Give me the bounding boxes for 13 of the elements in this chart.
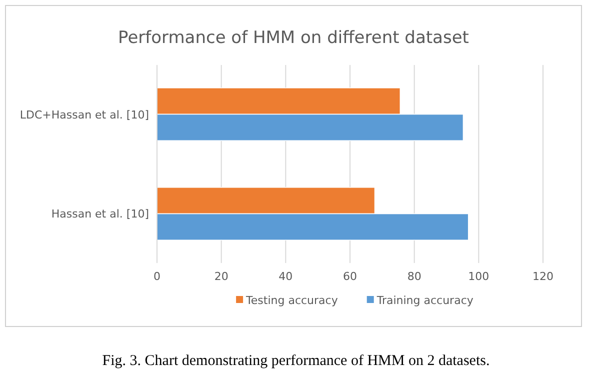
- x-tick-label: 40: [278, 270, 293, 283]
- caption: Fig. 3. Chart demonstrating performance of HMM on 2 datasets.: [102, 353, 490, 369]
- x-tick-label: 20: [214, 270, 228, 283]
- x-tick-label: 100: [468, 270, 490, 283]
- x-tick-label: 0: [154, 270, 160, 283]
- y-tick-label: Hassan et al. [10]: [51, 208, 149, 221]
- x-tick-label: 80: [407, 270, 422, 283]
- legend-label: Testing accuracy: [245, 294, 338, 307]
- x-tick-label: 60: [343, 270, 357, 283]
- legend-label: Training accuracy: [376, 294, 474, 307]
- x-tick-label: 120: [532, 270, 554, 283]
- chart-title: Performance of HMM on different dataset: [118, 28, 470, 48]
- y-tick-label: LDC+Hassan et al. [10]: [20, 108, 149, 122]
